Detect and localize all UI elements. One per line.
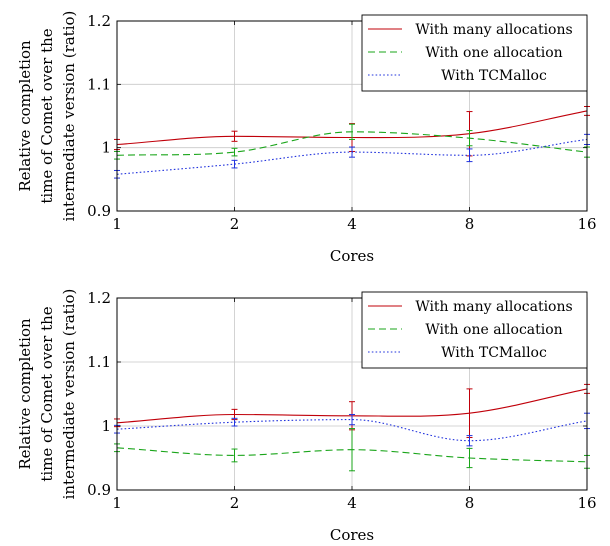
y-tick-label: 1.1: [87, 353, 111, 371]
x-tick-label: 1: [112, 494, 122, 512]
series-2: [114, 429, 590, 471]
y-axis-label-line: Relative completion: [16, 40, 34, 192]
x-tick-label: 8: [465, 215, 475, 233]
y-tick-label: 0.9: [87, 202, 111, 220]
x-tick-label: 1: [112, 215, 122, 233]
x-axis-label: Cores: [330, 247, 374, 265]
x-tick-label: 2: [230, 215, 240, 233]
chart-panel-1: 1 2 4 8 160.911.11.2 With many allocationsWit…: [16, 11, 597, 265]
y-tick-label: 1: [101, 417, 111, 435]
x-tick-label: 16: [577, 494, 596, 512]
y-tick-label: 1.1: [87, 75, 111, 93]
x-tick-label: 4: [347, 494, 357, 512]
legend: With many allocations With one allocation…: [362, 292, 587, 368]
x-tick-label: 2: [230, 494, 240, 512]
x-tick-label: 4: [347, 215, 357, 233]
legend-label: With TCMalloc: [441, 345, 547, 361]
legend-label: With one allocation: [425, 322, 562, 338]
chart-panel-2: 1 2 4 8 160.911.11.2 With many allocationsWit…: [16, 289, 597, 544]
x-tick-label: 16: [577, 215, 596, 233]
y-axis-label-line: intermediate version (ratio): [60, 289, 78, 500]
y-axis-label-line: time of Comet over the: [38, 28, 56, 203]
y-tick-label: 1.2: [87, 289, 111, 307]
legend-label: With one allocation: [425, 45, 562, 61]
x-tick-label: 8: [465, 494, 475, 512]
y-axis-label-line: time of Comet over the: [38, 306, 56, 481]
y-axis-label-line: intermediate version (ratio): [60, 11, 78, 222]
x-axis-label: Cores: [330, 526, 374, 544]
y-axis-label-line: Relative completion: [16, 318, 34, 470]
legend-label: With many allocations: [415, 22, 572, 38]
y-tick-label: 1: [101, 139, 111, 157]
y-tick-label: 1.2: [87, 12, 111, 30]
legend-label: With many allocations: [415, 299, 572, 315]
y-tick-label: 0.9: [87, 481, 111, 499]
legend: With many allocations With one allocation…: [362, 15, 587, 91]
legend-label: With TCMalloc: [441, 68, 547, 84]
